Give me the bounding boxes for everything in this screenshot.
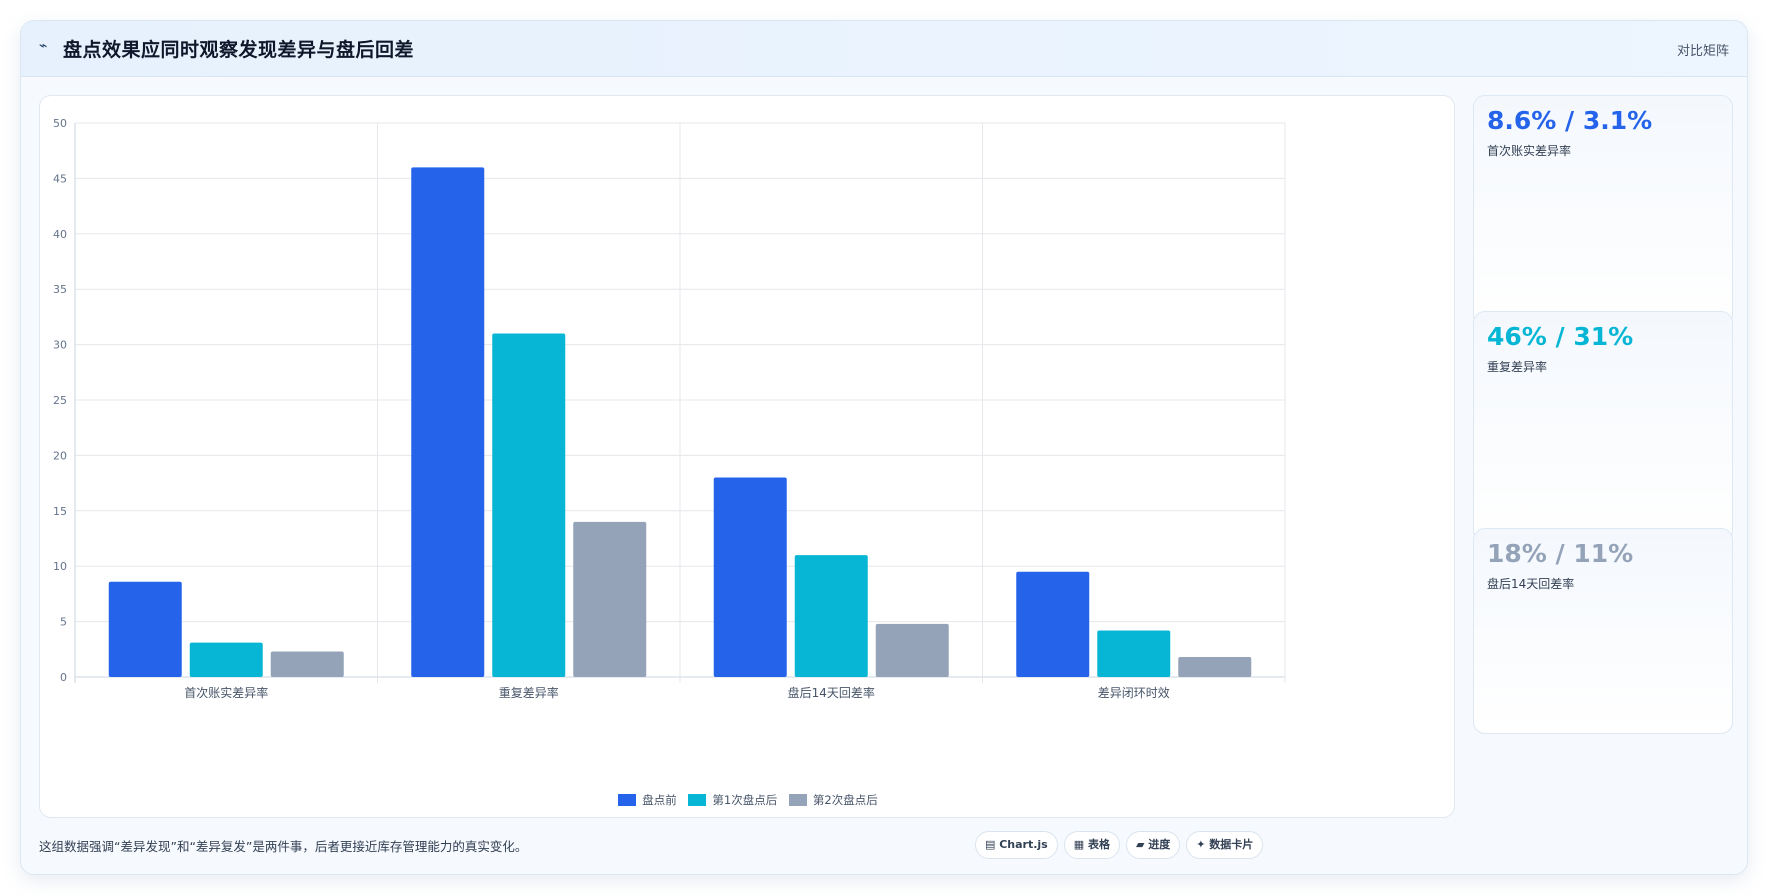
bar	[875, 623, 949, 677]
dashboard-panel: ⌁ 盘点效果应同时观察发现差异与盘后回差 对比矩阵 0 5 10 15 20 25 30 35…	[20, 20, 1748, 875]
y-tick-label: 0	[60, 671, 67, 684]
y-tick-label: 20	[53, 449, 67, 462]
y-tick-label: 10	[53, 560, 67, 573]
bar	[573, 521, 647, 677]
y-tick-label: 25	[53, 394, 67, 407]
legend-label: 盘点前	[642, 793, 677, 807]
page-title: 盘点效果应同时观察发现差异与盘后回差	[63, 39, 415, 61]
bar	[1097, 630, 1171, 677]
chip-progress[interactable]: ▰ 进度	[1125, 831, 1181, 859]
chart-legend: 盘点前 第1次盘点后 第2次盘点后	[40, 792, 1456, 808]
legend-label: 第2次盘点后	[812, 793, 878, 807]
bar-chart: 0 5 10 15 20 25 30 35 40 45 50 首次账实差异率 重复差异率 盘后14天回差率…	[53, 117, 1286, 700]
kpi-label: 重复差异率	[1487, 360, 1548, 374]
chart-card: 0 5 10 15 20 25 30 35 40 45 50 首次账实差异率 重复差异率 盘后14天回差率…	[39, 95, 1455, 818]
kpi-card: 8.6% / 3.1% 首次账实差异率	[1473, 95, 1733, 327]
legend-item[interactable]: 第1次盘点后	[688, 792, 777, 808]
x-tick-label: 首次账实差异率	[184, 685, 268, 700]
y-tick-label: 5	[60, 616, 67, 629]
legend-label: 第1次盘点后	[712, 793, 778, 807]
x-tick-label: 盘后14天回差率	[788, 685, 875, 700]
bar	[189, 642, 263, 677]
bar	[108, 581, 182, 677]
y-tick-label: 30	[53, 339, 67, 352]
chip-table[interactable]: ▦ 表格	[1063, 831, 1120, 859]
kpi-card: 18% / 11% 盘后14天回差率	[1473, 528, 1733, 734]
bar	[1178, 657, 1252, 677]
bar	[270, 651, 344, 677]
x-tick-label: 重复差异率	[499, 685, 559, 700]
y-tick-label: 50	[53, 117, 67, 130]
y-tick-label: 15	[53, 505, 67, 518]
y-tick-label: 40	[53, 228, 67, 241]
chip-data-card[interactable]: ✦ 数据卡片	[1186, 831, 1264, 859]
kpi-value: 8.6% / 3.1%	[1487, 106, 1653, 135]
kpi-label: 盘后14天回差率	[1487, 577, 1575, 591]
bar	[1016, 571, 1090, 677]
bar	[713, 477, 787, 677]
legend-swatch	[688, 794, 707, 806]
panel-header: ⌁ 盘点效果应同时观察发现差异与盘后回差 对比矩阵	[21, 21, 1747, 77]
legend-swatch	[788, 794, 807, 806]
bar	[794, 555, 868, 677]
legend-item[interactable]: 盘点前	[618, 792, 677, 808]
pulse-icon: ⌁	[39, 38, 48, 54]
kpi-value: 46% / 31%	[1487, 322, 1634, 351]
x-tick-label: 差异闭环时效	[1098, 685, 1170, 700]
legend-swatch	[618, 794, 637, 806]
footer-note: 这组数据强调“差异发现”和“差异复发”是两件事，后者更接近库存管理能力的真实变化…	[39, 839, 528, 854]
y-tick-label: 45	[53, 172, 67, 185]
y-tick-label: 35	[53, 283, 67, 296]
chip-chartjs[interactable]: ▤ Chart.js	[975, 831, 1058, 859]
kpi-card: 46% / 31% 重复差异率	[1473, 311, 1733, 543]
bar	[492, 333, 566, 677]
tech-chips: ▤ Chart.js ▦ 表格 ▰ 进度 ✦ 数据卡片	[975, 831, 1269, 859]
kpi-label: 首次账实差异率	[1487, 144, 1572, 158]
comparison-matrix-tag: 对比矩阵	[1676, 44, 1729, 59]
legend-item[interactable]: 第2次盘点后	[788, 792, 878, 808]
bar	[411, 167, 485, 677]
kpi-value: 18% / 11%	[1487, 539, 1634, 568]
